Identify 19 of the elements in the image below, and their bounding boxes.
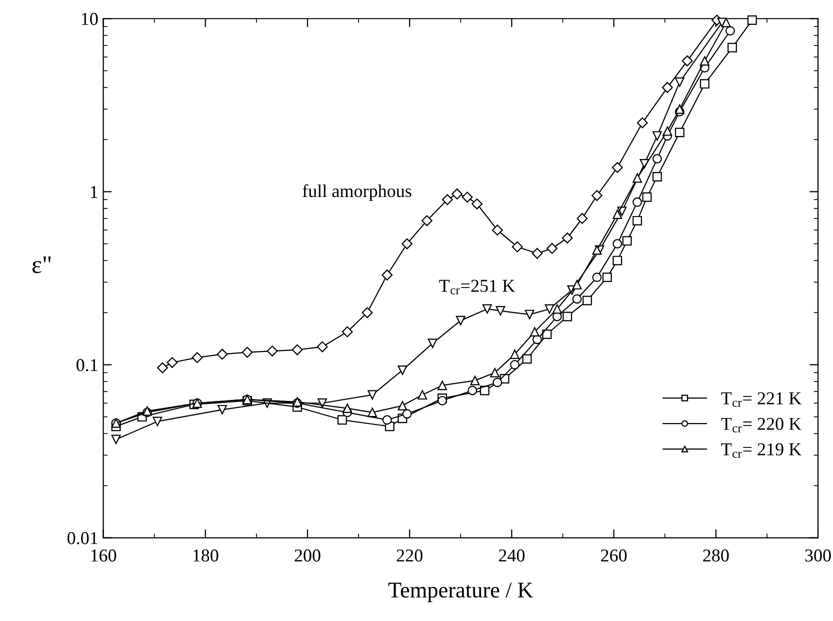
y-tick-label: 10 [82, 12, 98, 26]
y-tick-label: 0.1 [76, 358, 98, 372]
x-axis-title: Temperature / K [388, 582, 534, 602]
x-tick-label: 220 [396, 549, 422, 562]
x-tick-label: 300 [805, 549, 831, 562]
x-tick-label: 280 [703, 549, 729, 562]
y-tick-label: 0.01 [68, 532, 98, 544]
annotation: full amorphous [302, 184, 412, 201]
x-tick-label: 240 [498, 549, 525, 562]
x-tick-label: 180 [193, 549, 218, 562]
y-axis-title: ε" [32, 256, 51, 274]
legend-label: T$_{cr}$= 219 K [721, 443, 802, 458]
legend-label: T$_{cr}$= 220 K [721, 418, 802, 432]
y-tick-label: 1 [90, 186, 98, 198]
x-tick-label: 260 [601, 549, 627, 562]
legend-label: T$_{cr}$= 221 K [721, 392, 802, 407]
x-tick-label: 200 [294, 549, 320, 562]
annotation: T$_{cr}$=251 K [439, 280, 515, 294]
x-tick-label: 160 [91, 549, 116, 562]
